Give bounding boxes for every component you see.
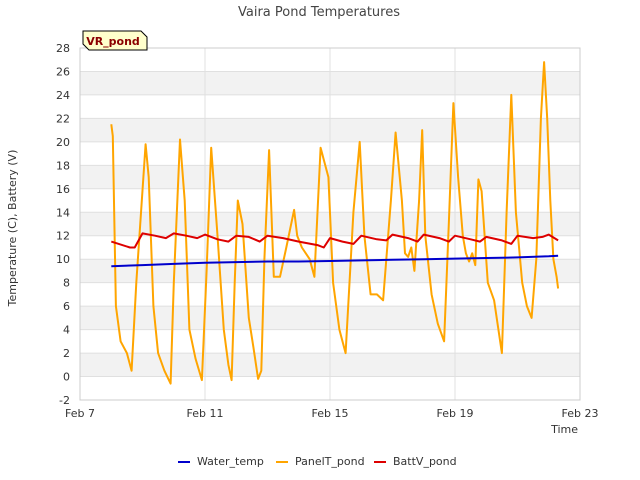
y-tick-label: 10 [56,253,70,266]
x-tick-label: Feb 19 [437,407,474,420]
x-tick-labels: Feb 7 Feb 11 Feb 15 Feb 19 Feb 23 [65,407,598,420]
y-tick-label: 28 [56,42,70,55]
y-tick-label: 22 [56,112,70,125]
x-axis-label: Time [550,423,578,436]
chart-title: Vaira Pond Temperatures [238,5,400,20]
y-tick-label: 4 [63,324,70,337]
y-tick-label: 24 [56,89,70,102]
y-tick-label: 18 [56,159,70,172]
badge-label: VR_pond [86,35,140,48]
x-tick-label: Feb 7 [65,407,95,420]
x-tick-label: Feb 23 [562,407,599,420]
legend-label: Water_temp [197,455,264,468]
y-axis-label: Temperature (C), Battery (V) [6,150,19,308]
legend-label: BattV_pond [393,455,457,468]
y-tick-label: 12 [56,230,70,243]
y-tick-label: 14 [56,206,70,219]
badge-box [82,30,148,51]
y-tick-label: 6 [63,300,70,313]
y-tick-label: 2 [63,347,70,360]
y-tick-label: 16 [56,183,70,196]
legend-label: PanelT_pond [295,455,365,468]
site-badge: VR_pond [82,30,148,51]
series-line-water-temp [111,254,559,268]
y-tick-label: 20 [56,136,70,149]
series-line-panelt-pond [110,61,560,385]
x-tick-label: Feb 15 [312,407,349,420]
series-lines [110,61,560,385]
y-tick-label: 0 [63,371,70,384]
y-tick-label: 8 [63,277,70,290]
y-tick-label: -2 [59,394,70,407]
y-tick-label: 26 [56,65,70,78]
legend: Water_temp PanelT_pond BattV_pond [178,455,457,468]
series-line-battv-pond [110,232,559,249]
x-tick-label: Feb 11 [187,407,224,420]
plot-frame [79,47,581,401]
